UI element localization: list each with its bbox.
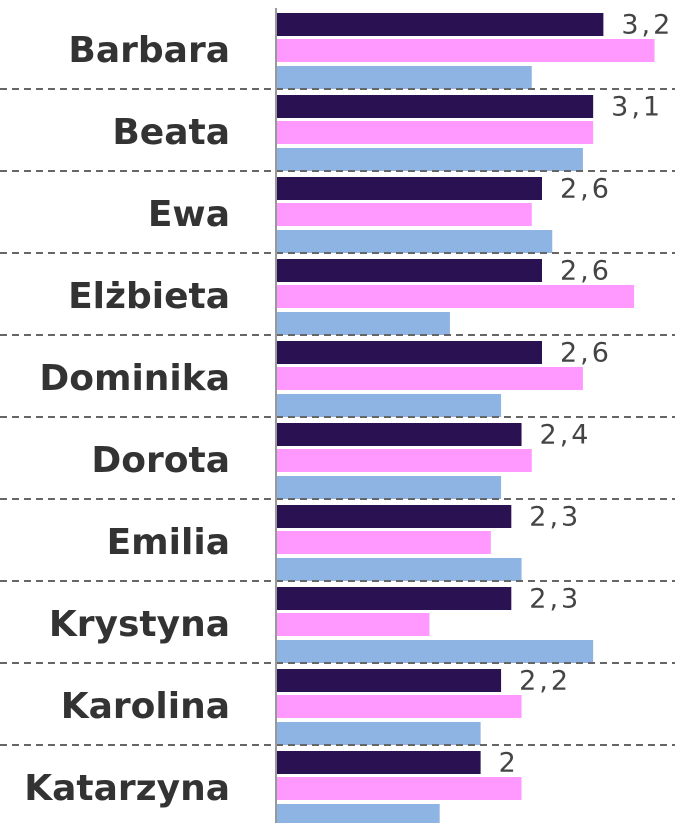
bar bbox=[276, 558, 522, 581]
bar bbox=[276, 751, 481, 774]
bar bbox=[276, 66, 532, 89]
value-label: 2,2 bbox=[519, 666, 571, 697]
category-label: Dominika bbox=[39, 358, 230, 399]
bar bbox=[276, 341, 542, 364]
bar bbox=[276, 203, 532, 226]
bar bbox=[276, 95, 594, 118]
bar bbox=[276, 285, 635, 308]
category-label: Emilia bbox=[107, 522, 230, 563]
category-label: Katarzyna bbox=[24, 768, 230, 809]
value-label: 2,4 bbox=[540, 420, 592, 451]
value-label: 2,6 bbox=[560, 256, 612, 287]
value-label: 3,2 bbox=[621, 10, 673, 41]
bar bbox=[276, 13, 604, 36]
bar bbox=[276, 367, 583, 390]
bar bbox=[276, 449, 532, 472]
category-label: Krystyna bbox=[49, 604, 230, 645]
bar bbox=[276, 259, 542, 282]
bar bbox=[276, 695, 522, 718]
bar bbox=[276, 613, 430, 636]
bar bbox=[276, 722, 481, 745]
bar bbox=[276, 177, 542, 200]
bar bbox=[276, 640, 594, 663]
value-label: 2,6 bbox=[560, 174, 612, 205]
bar bbox=[276, 423, 522, 446]
bar bbox=[276, 394, 502, 417]
bar bbox=[276, 669, 502, 692]
category-label: Dorota bbox=[91, 440, 230, 481]
category-label: Beata bbox=[112, 112, 230, 153]
category-label: Barbara bbox=[68, 30, 230, 71]
bar bbox=[276, 531, 491, 554]
bar bbox=[276, 804, 440, 823]
bar bbox=[276, 777, 522, 800]
category-label: Ewa bbox=[148, 194, 230, 235]
bar bbox=[276, 230, 553, 253]
value-label: 2,6 bbox=[560, 338, 612, 369]
bar bbox=[276, 121, 594, 144]
bar bbox=[276, 312, 450, 335]
category-label: Elżbieta bbox=[68, 276, 230, 317]
bar bbox=[276, 587, 512, 610]
value-label: 3,1 bbox=[611, 92, 663, 123]
bar bbox=[276, 505, 512, 528]
bar bbox=[276, 148, 583, 171]
value-label: 2,3 bbox=[529, 502, 581, 533]
bar bbox=[276, 39, 655, 62]
value-label: 2,3 bbox=[529, 584, 581, 615]
bar bbox=[276, 476, 502, 499]
category-label: Karolina bbox=[61, 686, 230, 727]
value-label: 2 bbox=[499, 748, 519, 779]
